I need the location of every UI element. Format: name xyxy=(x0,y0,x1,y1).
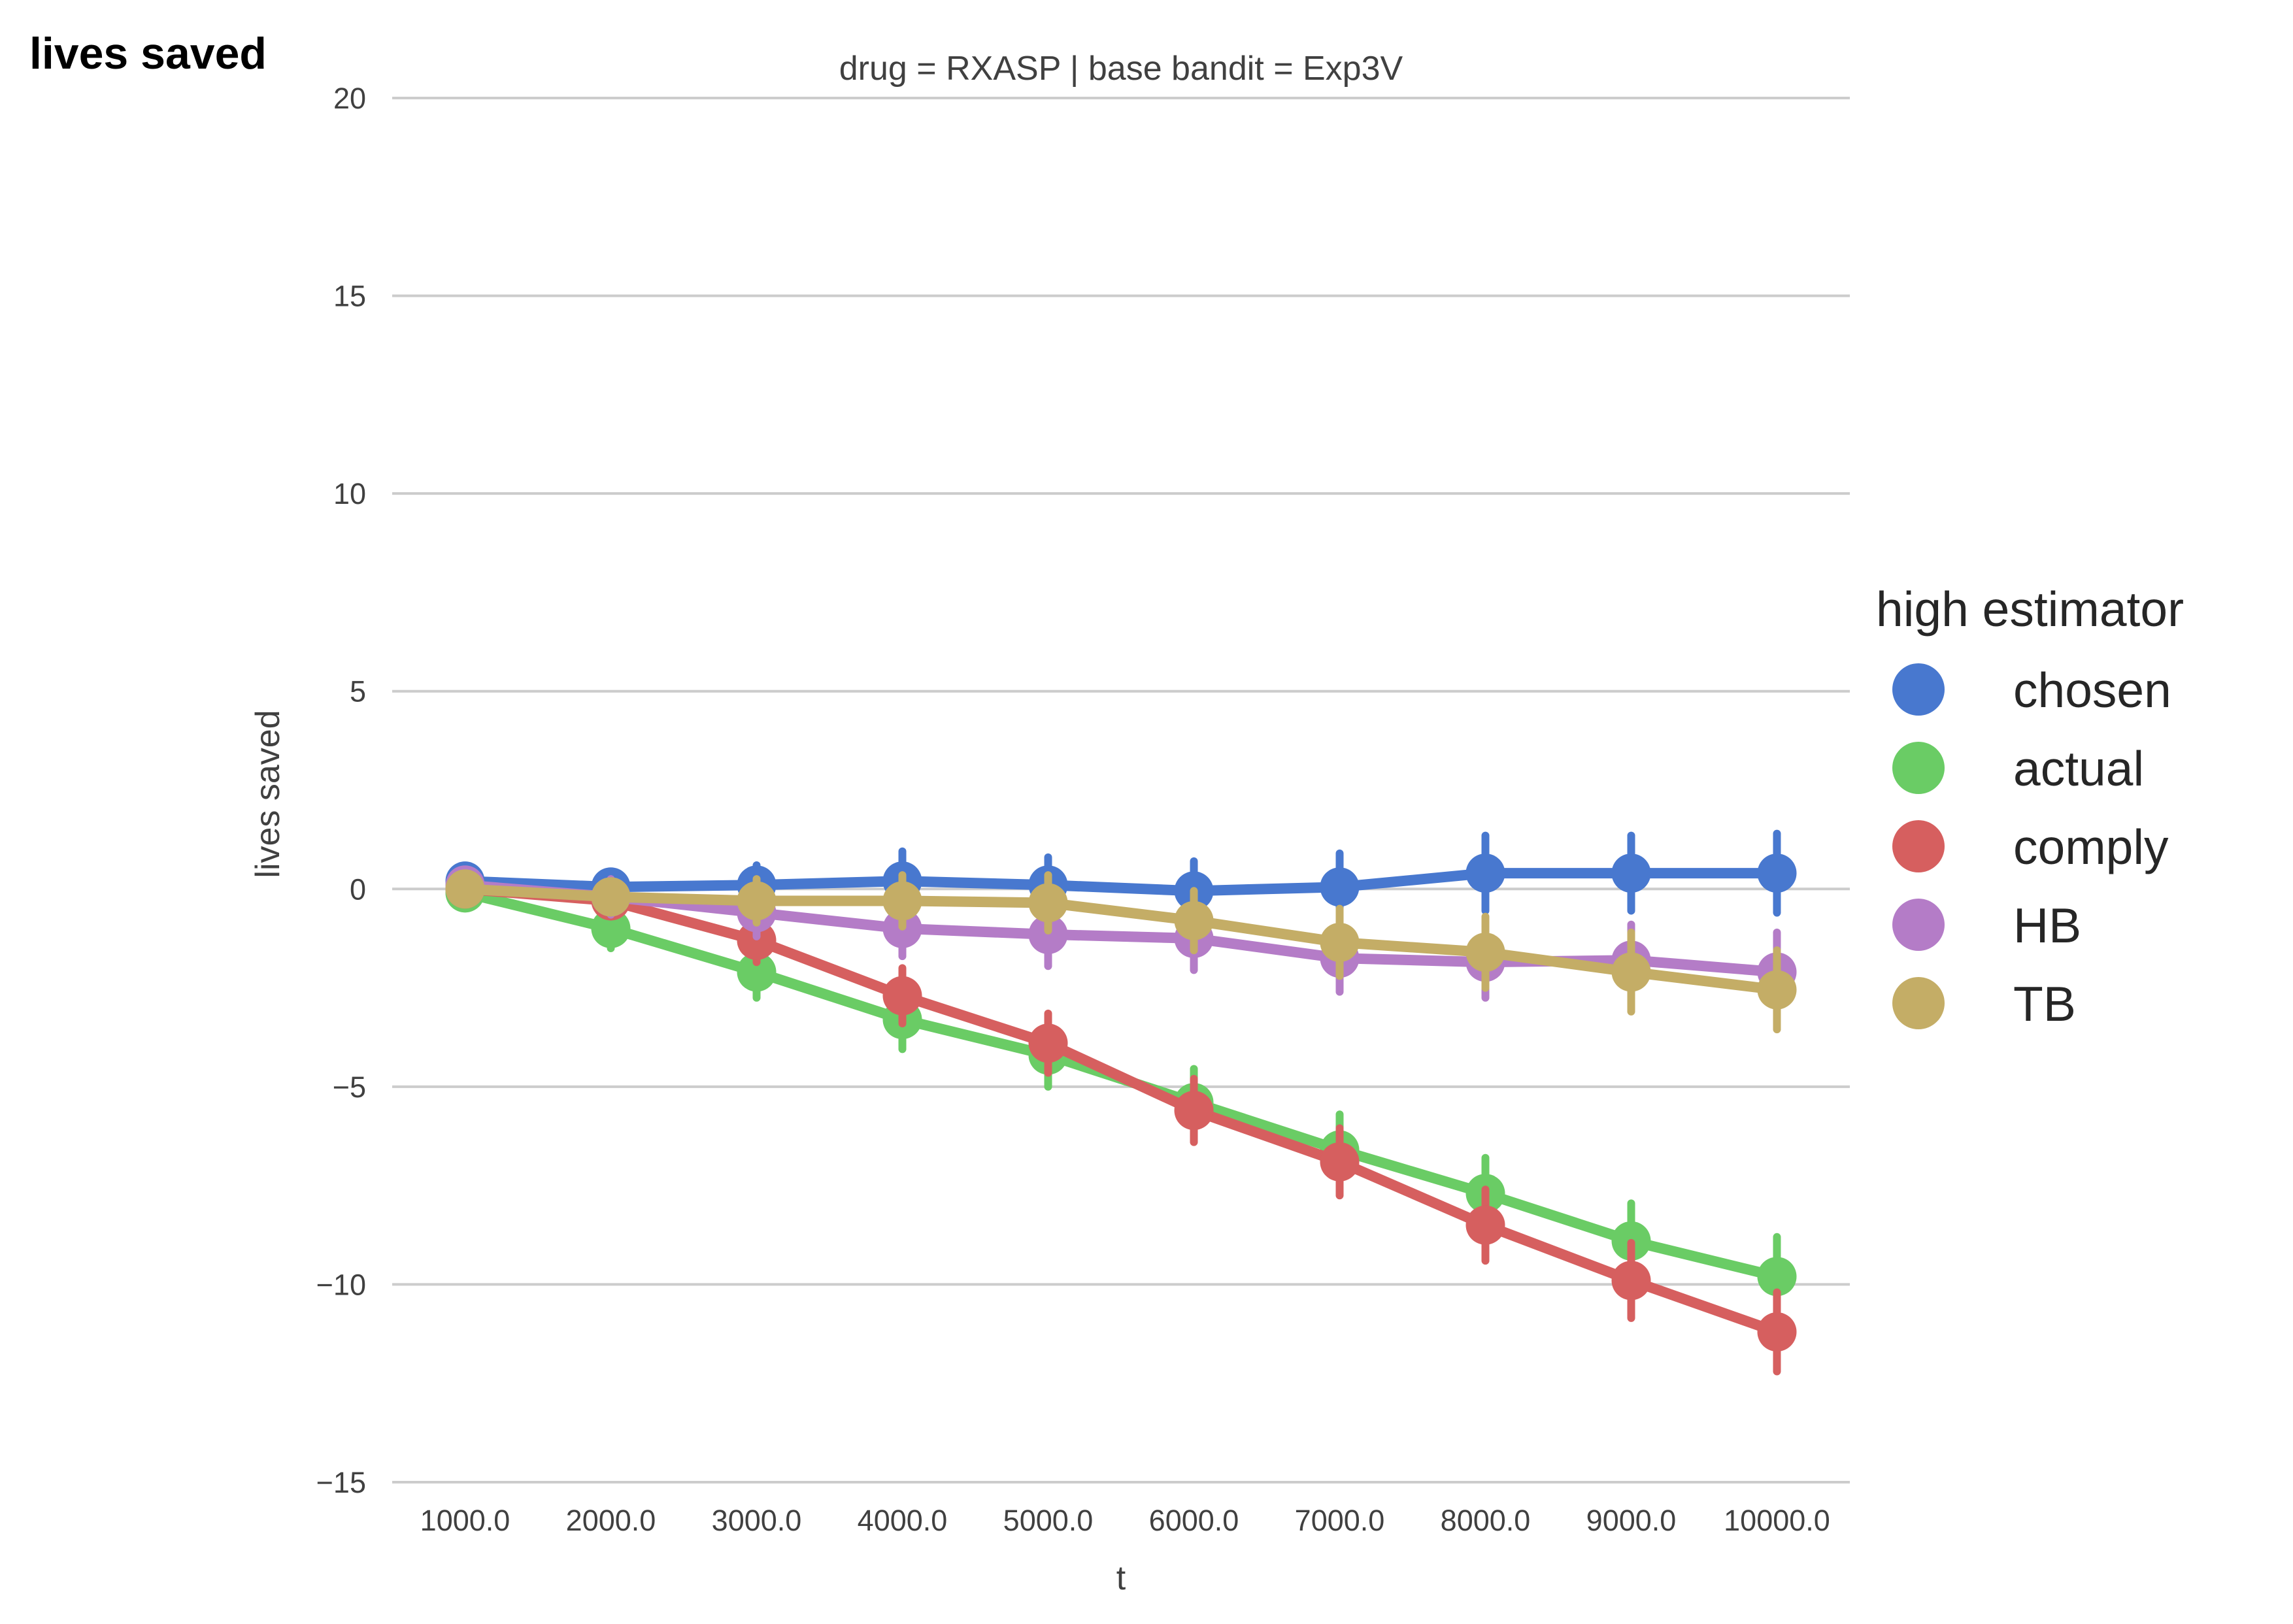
x-tick-label: 10000.0 xyxy=(1724,1504,1830,1537)
data-point xyxy=(1757,853,1797,893)
data-point xyxy=(1757,970,1797,1010)
data-point xyxy=(737,920,777,960)
legend-label: actual xyxy=(2013,741,2144,796)
x-axis-label: t xyxy=(1116,1559,1126,1597)
data-point xyxy=(591,877,631,917)
x-tick-label: 2000.0 xyxy=(566,1504,656,1537)
series-line xyxy=(460,884,1783,995)
x-tick-label: 3000.0 xyxy=(712,1504,802,1537)
x-tick-label: 5000.0 xyxy=(1003,1504,1094,1537)
legend-label: comply xyxy=(2013,820,2169,874)
x-tick-label: 8000.0 xyxy=(1441,1504,1531,1537)
x-tick-label: 7000.0 xyxy=(1295,1504,1385,1537)
y-tick-label: 10 xyxy=(333,477,366,510)
series-TB xyxy=(445,869,1797,1034)
data-point xyxy=(591,908,631,948)
legend: high estimator chosen actual comply HB TB xyxy=(1876,582,2184,1031)
legend-swatch xyxy=(1892,977,1945,1029)
data-point xyxy=(1320,922,1360,962)
y-tick-label: 5 xyxy=(350,675,366,708)
x-tick-label: 1000.0 xyxy=(420,1504,510,1537)
data-point xyxy=(882,976,922,1016)
data-point xyxy=(1611,952,1651,992)
data-point xyxy=(1028,883,1068,923)
data-point xyxy=(1465,933,1505,972)
series-line xyxy=(460,884,1783,1338)
series-layer xyxy=(445,829,1797,1376)
data-point xyxy=(1465,1205,1505,1245)
data-point xyxy=(1465,853,1505,893)
data-point xyxy=(1757,1257,1797,1297)
y-tick-label: −15 xyxy=(316,1466,366,1499)
x-tick-label: 9000.0 xyxy=(1586,1504,1677,1537)
y-tick-label: −10 xyxy=(316,1268,366,1301)
chart-title: drug = RXASP | base bandit = Exp3V xyxy=(839,50,1403,88)
data-point xyxy=(737,881,777,921)
y-tick-label: 15 xyxy=(333,280,366,313)
data-point xyxy=(1611,1261,1651,1301)
x-tick-label: 6000.0 xyxy=(1149,1504,1239,1537)
data-point xyxy=(1174,901,1214,940)
data-point xyxy=(1611,853,1651,893)
data-point xyxy=(882,881,922,921)
y-tick-label: −5 xyxy=(333,1070,366,1104)
legend-label: TB xyxy=(2013,976,2076,1031)
legend-items: chosen actual comply HB TB xyxy=(1892,663,2171,1031)
legend-swatch xyxy=(1892,742,1945,794)
data-point xyxy=(737,952,777,992)
data-point xyxy=(1028,914,1068,954)
y-axis-ticks: 20 15 10 5 0 −5 −10 −15 xyxy=(316,82,366,1499)
x-axis-ticks: 1000.0 2000.0 3000.0 4000.0 5000.0 6000.0 7000… xyxy=(420,1504,1830,1537)
y-tick-label: 20 xyxy=(333,82,366,115)
legend-swatch xyxy=(1892,663,1945,716)
data-point xyxy=(1320,867,1360,907)
data-point xyxy=(1757,1312,1797,1352)
legend-label: HB xyxy=(2013,898,2081,953)
y-axis-label: lives saved xyxy=(249,710,287,878)
corner-label: lives saved xyxy=(29,29,267,78)
series-line xyxy=(460,887,1783,1282)
legend-swatch xyxy=(1892,820,1945,872)
series-line xyxy=(460,868,1783,897)
data-point xyxy=(445,869,485,909)
data-point xyxy=(1320,1142,1360,1182)
x-tick-label: 4000.0 xyxy=(858,1504,948,1537)
data-point xyxy=(1028,1023,1068,1063)
legend-label: chosen xyxy=(2013,663,2171,718)
data-point xyxy=(1174,1091,1214,1131)
legend-title: high estimator xyxy=(1876,582,2184,637)
y-tick-label: 0 xyxy=(350,872,366,906)
legend-swatch xyxy=(1892,899,1945,951)
